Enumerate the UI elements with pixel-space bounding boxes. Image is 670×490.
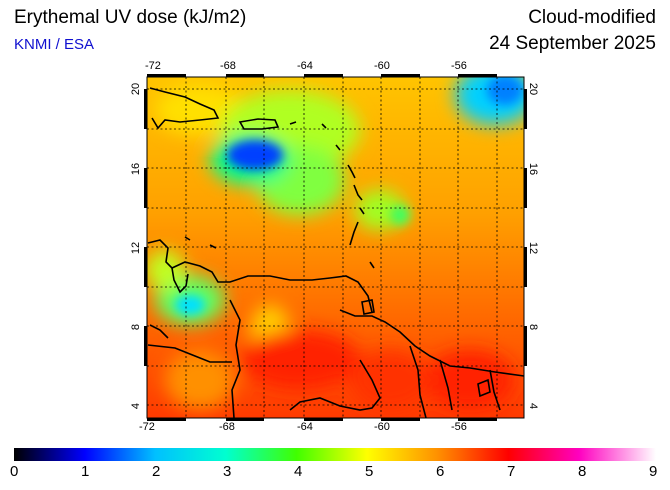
colorbar-label: 2 bbox=[152, 463, 161, 480]
lon-tick-bottom: -60 bbox=[374, 421, 390, 433]
map-frame bbox=[144, 74, 527, 421]
lon-tick-top: -56 bbox=[451, 60, 467, 72]
lat-tick-right: 8 bbox=[527, 323, 540, 331]
lat-tick-left: 8 bbox=[130, 323, 143, 331]
lat-tick-left: 12 bbox=[130, 241, 143, 255]
colorbar bbox=[14, 448, 656, 461]
colorbar-label: 5 bbox=[365, 463, 374, 480]
lon-tick-top: -64 bbox=[297, 60, 313, 72]
colorbar-label: 6 bbox=[436, 463, 445, 480]
lon-tick-top: -72 bbox=[145, 60, 161, 72]
map-title: Erythemal UV dose (kJ/m2) bbox=[14, 7, 247, 28]
lon-tick-top: -68 bbox=[220, 60, 236, 72]
product-label: Cloud-modified bbox=[528, 7, 656, 28]
uv-field bbox=[147, 77, 524, 418]
lon-tick-top: -60 bbox=[374, 60, 390, 72]
lat-tick-left: 16 bbox=[130, 162, 143, 176]
colorbar-label: 3 bbox=[223, 463, 232, 480]
lat-tick-left: 4 bbox=[130, 402, 143, 410]
coastlines bbox=[147, 87, 524, 418]
lon-tick-bottom: -56 bbox=[451, 421, 467, 433]
lon-tick-bottom: -64 bbox=[297, 421, 313, 433]
colorbar-label: 0 bbox=[10, 463, 19, 480]
lat-tick-right: 4 bbox=[527, 402, 540, 410]
lon-tick-bottom: -72 bbox=[139, 421, 155, 433]
credit-label: KNMI / ESA bbox=[14, 36, 95, 53]
lat-tick-left: 20 bbox=[130, 82, 143, 96]
lat-tick-right: 20 bbox=[527, 82, 540, 96]
colorbar-label: 8 bbox=[578, 463, 587, 480]
lat-tick-right: 16 bbox=[527, 162, 540, 176]
lon-tick-bottom: -68 bbox=[219, 421, 235, 433]
date-label: 24 September 2025 bbox=[489, 33, 656, 54]
colorbar-label: 7 bbox=[507, 463, 516, 480]
colorbar-label: 1 bbox=[81, 463, 90, 480]
graticule bbox=[147, 77, 524, 418]
colorbar-label: 4 bbox=[294, 463, 303, 480]
colorbar-label: 9 bbox=[649, 463, 658, 480]
lat-tick-right: 12 bbox=[527, 241, 540, 255]
